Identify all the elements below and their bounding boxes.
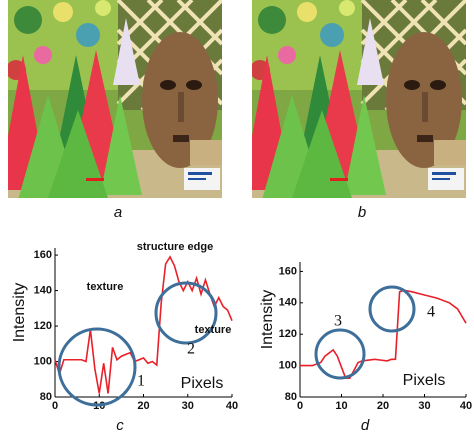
y-tick-label: 140 [34,284,52,296]
panel-label: c [116,417,124,434]
annotation: structure edge [137,241,213,253]
x-tick-label: 0 [52,400,58,412]
x-tick-label: 30 [418,400,430,412]
x-tick-label: 40 [460,400,472,412]
x-tick-label: 20 [377,400,389,412]
highlight-circle [316,330,364,378]
annotation: 3 [334,313,342,330]
y-axis-title: Intensity [259,290,276,350]
y-tick-label: 160 [279,265,297,277]
annotation: 4 [427,304,435,321]
y-tick-label: 160 [34,249,52,261]
y-tick-label: 120 [34,320,52,332]
y-tick-label: 120 [279,328,297,340]
x-tick-label: 30 [182,400,194,412]
annotation: texture [87,281,124,293]
x-axis-title: Pixels [403,372,446,389]
x-tick-label: 10 [335,400,347,412]
highlight-circle [370,287,414,331]
panel-label: b [358,204,366,221]
y-tick-label: 140 [279,297,297,309]
y-axis-title: Intensity [11,283,28,343]
annotation: texture [195,324,232,336]
annotation: 1 [137,373,145,390]
annotation: 2 [187,341,195,358]
y-tick-label: 80 [285,391,297,403]
panel-label: a [114,204,122,221]
x-axis-title: Pixels [181,375,224,392]
y-tick-label: 80 [40,391,52,403]
photo-a [0,0,230,200]
x-tick-label: 40 [226,400,238,412]
highlight-circle [59,329,135,405]
figure: a b 80100120140160010203040texturestruct… [0,0,474,436]
panel-label: d [361,417,370,434]
x-tick-label: 20 [137,400,149,412]
y-tick-label: 100 [279,360,297,372]
x-tick-label: 0 [297,400,303,412]
y-tick-label: 100 [34,355,52,367]
photo-b [242,0,474,200]
